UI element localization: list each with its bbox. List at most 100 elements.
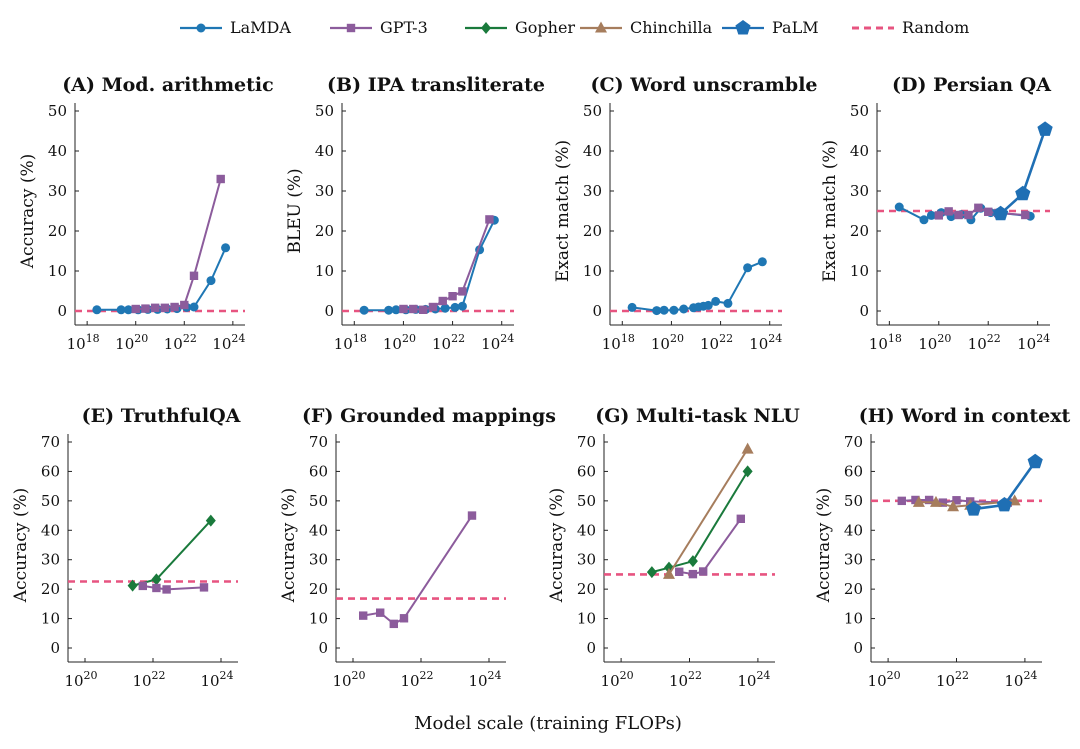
legend-item-chinchilla: Chinchilla bbox=[580, 18, 713, 37]
y-tick-label: 50 bbox=[850, 102, 869, 120]
data-point-gpt-3 bbox=[485, 215, 494, 224]
y-tick-label: 10 bbox=[577, 610, 596, 628]
y-tick-label: 50 bbox=[844, 492, 863, 510]
y-tick-label: 70 bbox=[844, 433, 863, 451]
y-tick-label: 50 bbox=[583, 102, 602, 120]
series-lamda bbox=[359, 215, 499, 315]
series-line-gopher bbox=[651, 470, 749, 574]
data-point-palm bbox=[996, 497, 1012, 512]
y-tick-label: 10 bbox=[48, 262, 67, 280]
x-tick-label: 1024 bbox=[468, 669, 501, 690]
data-point-chinchilla bbox=[741, 442, 754, 454]
data-point-lamda bbox=[440, 303, 450, 313]
data-point-gpt-3 bbox=[448, 292, 457, 301]
data-point-lamda bbox=[384, 305, 394, 315]
y-tick-label: 40 bbox=[583, 142, 602, 160]
series-gpt-3 bbox=[138, 581, 209, 594]
data-point-chinchilla bbox=[929, 495, 942, 507]
legend-marker-gopher bbox=[481, 22, 491, 34]
y-tick-label: 60 bbox=[844, 462, 863, 480]
data-point-gpt-3 bbox=[736, 514, 745, 524]
data-point-gpt-3 bbox=[141, 304, 150, 313]
x-tick-label: 1024 bbox=[212, 332, 245, 353]
y-tick-label: 30 bbox=[577, 551, 596, 569]
y-tick-label: 20 bbox=[315, 222, 334, 240]
data-point-lamda bbox=[679, 304, 689, 314]
x-tick-label: 1022 bbox=[164, 332, 197, 353]
series-line-gpt-3 bbox=[679, 518, 742, 576]
y-tick-label: 20 bbox=[48, 222, 67, 240]
data-point-lamda bbox=[926, 210, 936, 220]
y-tick-label: 40 bbox=[309, 521, 328, 539]
y-tick-label: 40 bbox=[850, 142, 869, 160]
y-tick-label: 10 bbox=[850, 262, 869, 280]
x-tick-label: 1022 bbox=[669, 669, 702, 690]
data-point-gpt-3 bbox=[418, 305, 428, 314]
y-tick-label: 20 bbox=[583, 222, 602, 240]
y-tick-label: 0 bbox=[592, 302, 602, 320]
data-point-gpt-3 bbox=[974, 203, 983, 212]
data-point-lamda bbox=[919, 215, 929, 225]
y-tick-label: 70 bbox=[577, 433, 596, 451]
x-tick-label: 1024 bbox=[737, 669, 770, 690]
data-point-gpt-3 bbox=[389, 619, 398, 629]
x-tick-label: 1020 bbox=[918, 332, 951, 353]
x-tick-label: 1024 bbox=[481, 332, 514, 353]
x-tick-label: 1020 bbox=[601, 669, 634, 690]
y-tick-label: 40 bbox=[48, 142, 67, 160]
data-point-lamda bbox=[711, 296, 721, 306]
series-line-lamda bbox=[96, 247, 227, 311]
data-point-gopher bbox=[151, 573, 162, 586]
y-tick-label: 50 bbox=[577, 492, 596, 510]
y-axis-label: Exact match (%) bbox=[820, 140, 840, 282]
data-point-gpt-3 bbox=[150, 303, 160, 312]
data-point-lamda bbox=[123, 305, 133, 315]
y-tick-label: 10 bbox=[315, 262, 334, 280]
series-gpt-3 bbox=[359, 511, 477, 629]
data-point-gpt-3 bbox=[138, 581, 147, 591]
data-point-gpt-3 bbox=[359, 611, 368, 620]
y-tick-label: 70 bbox=[309, 433, 328, 451]
y-axis-label: Accuracy (%) bbox=[18, 154, 38, 269]
legend: LaMDA GPT-3 Gopher Chinchilla PaLM Random bbox=[180, 18, 969, 37]
y-tick-label: 20 bbox=[844, 580, 863, 598]
series-palm bbox=[993, 121, 1053, 221]
series-gpt-3 bbox=[675, 514, 745, 579]
panel-title: (H) Word in context bbox=[859, 405, 1071, 427]
y-axis-label: BLEU (%) bbox=[285, 168, 305, 253]
data-point-palm bbox=[1037, 121, 1053, 136]
series-line-chinchilla bbox=[668, 448, 749, 575]
x-tick-label: 1020 bbox=[868, 669, 901, 690]
data-point-lamda bbox=[116, 305, 126, 315]
series-line-gpt-3 bbox=[142, 584, 205, 591]
x-tick-label: 1022 bbox=[700, 332, 733, 353]
y-axis-label: Accuracy (%) bbox=[814, 488, 834, 603]
data-point-gpt-3 bbox=[131, 304, 140, 314]
data-point-lamda bbox=[627, 302, 637, 312]
data-point-gpt-3 bbox=[934, 211, 943, 220]
data-point-lamda bbox=[894, 202, 904, 212]
data-point-chinchilla bbox=[947, 500, 960, 512]
legend-marker-chinchilla bbox=[595, 21, 607, 33]
y-tick-label: 60 bbox=[41, 462, 60, 480]
y-tick-label: 10 bbox=[41, 610, 60, 628]
y-axis-label: Exact match (%) bbox=[553, 140, 573, 282]
x-tick-label: 1022 bbox=[968, 332, 1001, 353]
legend-label-random: Random bbox=[902, 18, 969, 37]
legend-label-chinchilla: Chinchilla bbox=[630, 18, 713, 37]
series-chinchilla bbox=[662, 442, 754, 579]
y-tick-label: 60 bbox=[577, 462, 596, 480]
y-tick-label: 30 bbox=[48, 182, 67, 200]
legend-marker-palm bbox=[735, 20, 751, 35]
data-point-gpt-3 bbox=[409, 304, 418, 314]
data-point-gpt-3 bbox=[952, 496, 961, 505]
data-point-lamda bbox=[92, 305, 102, 315]
data-point-palm bbox=[1027, 453, 1043, 469]
x-tick-label: 1020 bbox=[651, 332, 684, 353]
data-point-chinchilla bbox=[912, 495, 925, 507]
panel-title: (B) IPA transliterate bbox=[327, 74, 545, 96]
series-line-palm bbox=[999, 128, 1047, 215]
data-point-gpt-3 bbox=[458, 287, 467, 296]
